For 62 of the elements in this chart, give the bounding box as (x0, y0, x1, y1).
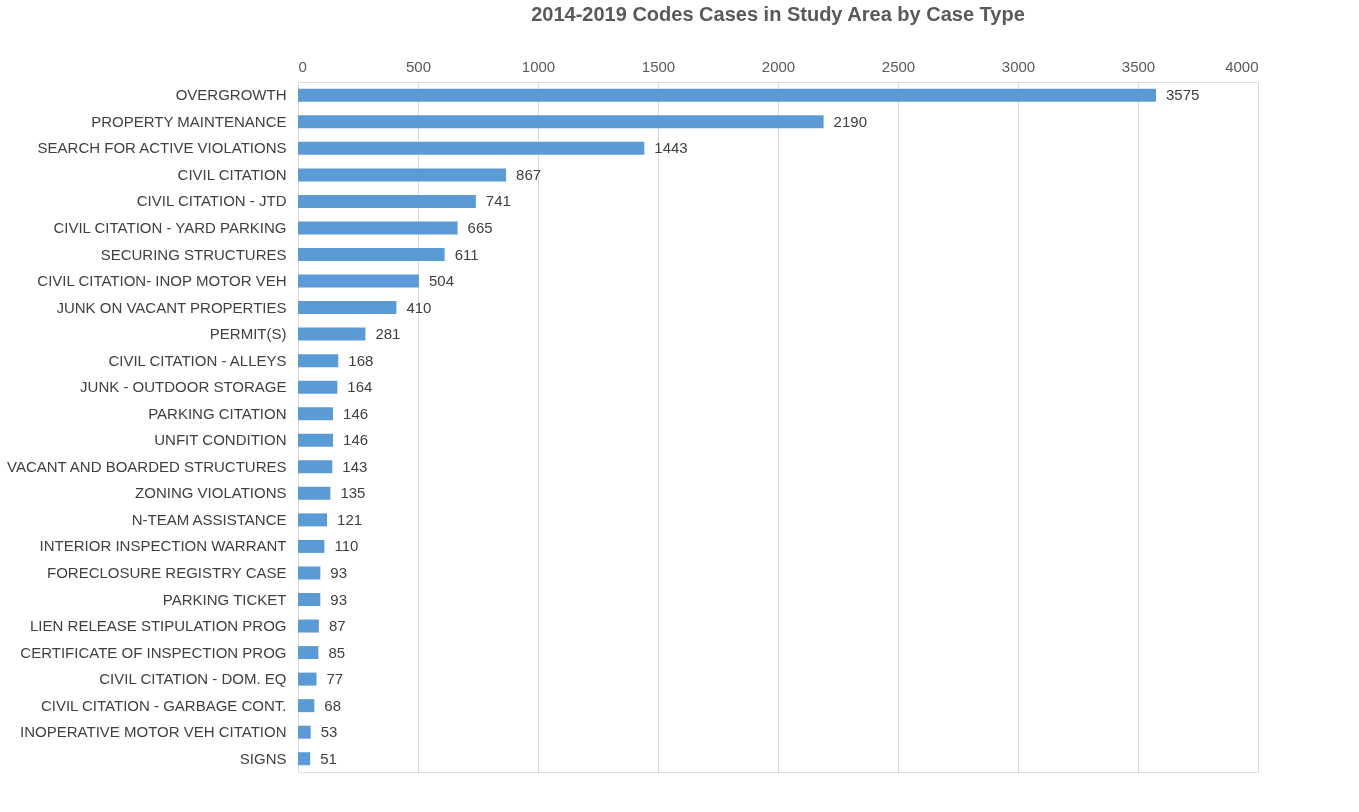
y-tick-label: VACANT AND BOARDED STRUCTURES (7, 457, 287, 475)
data-label: 143 (342, 457, 368, 475)
data-label: 3575 (1166, 86, 1200, 104)
data-label: 53 (320, 723, 338, 741)
data-label: 51 (320, 749, 337, 767)
data-label: 1443 (654, 139, 688, 157)
y-tick-label: ZONING VIOLATIONS (135, 484, 287, 502)
data-label: 665 (467, 218, 493, 236)
data-label: 135 (340, 484, 366, 502)
x-tick-label: 2500 (881, 57, 916, 75)
data-label: 87 (328, 617, 346, 635)
data-label: 77 (326, 670, 344, 688)
data-label: 504 (428, 272, 454, 290)
data-label: 867 (516, 165, 542, 183)
y-tick-label: UNFIT CONDITION (154, 431, 287, 449)
data-label: 93 (330, 590, 348, 608)
data-label: 281 (375, 325, 401, 343)
x-tick-label: 0 (298, 57, 307, 75)
data-label: 121 (337, 510, 363, 528)
y-tick-label: N-TEAM ASSISTANCE (131, 510, 287, 528)
y-tick-label: CIVIL CITATION - JTD (136, 192, 287, 210)
data-label: 68 (324, 696, 342, 714)
y-tick-label: SECURING STRUCTURES (100, 245, 287, 263)
y-tick-label: OVERGROWTH (175, 86, 287, 104)
y-tick-label: INOPERATIVE MOTOR VEH CITATION (20, 723, 287, 741)
data-label: 85 (328, 643, 346, 661)
x-tick-label: 3000 (1001, 57, 1036, 75)
data-label: 93 (330, 563, 348, 581)
x-tick-label: 1500 (641, 57, 676, 75)
y-tick-label: SIGNS (239, 749, 287, 767)
y-tick-label: CIVIL CITATION- INOP MOTOR VEH (37, 272, 287, 290)
x-tick-label: 1000 (521, 57, 556, 75)
chart-title: 2014-2019 Codes Cases in Study Area by Case Type (531, 3, 1025, 25)
y-tick-label: CERTIFICATE OF INSPECTION PROG (20, 643, 287, 661)
data-label: 146 (343, 431, 369, 449)
y-tick-label: CIVIL CITATION - YARD PARKING (53, 218, 287, 236)
y-tick-label: JUNK - OUTDOOR STORAGE (80, 378, 287, 396)
y-tick-label: CIVIL CITATION (177, 165, 287, 183)
y-tick-label: LIEN RELEASE STIPULATION PROG (30, 617, 287, 635)
y-tick-label: CIVIL CITATION - ALLEYS (108, 351, 287, 369)
data-label: 164 (347, 378, 373, 396)
x-tick-label: 4000 (1225, 57, 1259, 75)
y-tick-label: JUNK ON VACANT PROPERTIES (56, 298, 287, 316)
y-tick-label: SEARCH FOR ACTIVE VIOLATIONS (37, 139, 287, 157)
data-label: 2190 (833, 112, 867, 130)
y-tick-label: PERMIT(S) (209, 325, 287, 343)
data-label: 146 (343, 404, 369, 422)
x-tick-label: 500 (405, 57, 432, 75)
y-tick-label: PROPERTY MAINTENANCE (91, 112, 287, 130)
y-tick-label: CIVIL CITATION - GARBAGE CONT. (40, 696, 287, 714)
data-label: 410 (406, 298, 432, 316)
x-tick-label: 2000 (761, 57, 796, 75)
x-tick-label: 3500 (1121, 57, 1156, 75)
y-tick-label: PARKING TICKET (162, 590, 287, 608)
data-label: 168 (348, 351, 374, 369)
data-label: 110 (334, 537, 359, 555)
y-tick-label: PARKING CITATION (148, 404, 287, 422)
data-label: 611 (454, 245, 479, 263)
y-tick-label: INTERIOR INSPECTION WARRANT (39, 537, 287, 555)
y-tick-label: CIVIL CITATION - DOM. EQ (99, 670, 287, 688)
data-label: 741 (485, 192, 511, 210)
y-tick-label: FORECLOSURE REGISTRY CASE (46, 563, 287, 581)
